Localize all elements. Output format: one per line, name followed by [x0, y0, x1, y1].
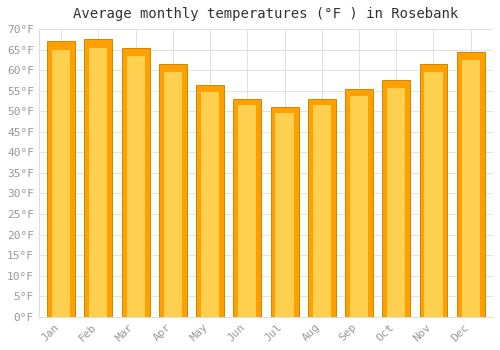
- Bar: [270, 107, 298, 317]
- Bar: [234, 99, 262, 317]
- Bar: [122, 48, 150, 317]
- Bar: [345, 89, 373, 317]
- Bar: [238, 105, 256, 317]
- Bar: [196, 85, 224, 317]
- Bar: [420, 64, 448, 317]
- Bar: [126, 56, 144, 317]
- Bar: [308, 99, 336, 317]
- Bar: [84, 39, 112, 317]
- Bar: [424, 72, 442, 317]
- Title: Average monthly temperatures (°F ) in Rosebank: Average monthly temperatures (°F ) in Ro…: [74, 7, 458, 21]
- Bar: [164, 72, 182, 317]
- Bar: [47, 41, 75, 317]
- Bar: [382, 80, 410, 317]
- Bar: [276, 113, 293, 317]
- Bar: [312, 105, 331, 317]
- Bar: [387, 88, 406, 317]
- Bar: [52, 50, 70, 317]
- Bar: [90, 48, 108, 317]
- Bar: [350, 96, 368, 317]
- Bar: [159, 64, 187, 317]
- Bar: [201, 91, 219, 317]
- Bar: [457, 52, 484, 317]
- Bar: [462, 60, 480, 317]
